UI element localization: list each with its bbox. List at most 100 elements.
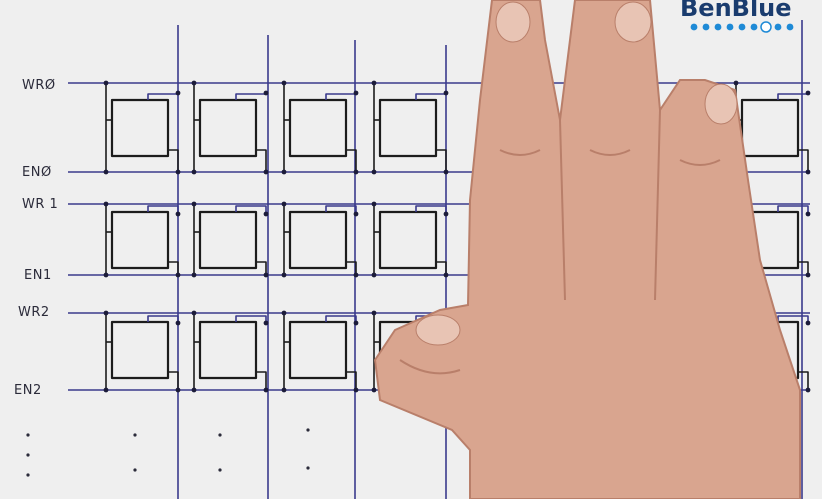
continuation-dots xyxy=(26,428,310,477)
junction-dot xyxy=(191,169,197,175)
data-stub xyxy=(415,205,447,214)
cell-box xyxy=(110,98,170,158)
memory-cell xyxy=(281,201,359,278)
finger-crease xyxy=(559,119,566,301)
junction-dot xyxy=(103,272,109,278)
dot xyxy=(26,473,30,477)
junction-dot xyxy=(805,387,811,393)
junction-dot xyxy=(175,272,181,278)
cell-box xyxy=(198,98,258,158)
junction-dot xyxy=(175,320,181,326)
junction-dot xyxy=(103,310,109,316)
cell-box xyxy=(110,320,170,380)
cell-stub xyxy=(436,149,447,172)
row-label-en0: ENØ xyxy=(22,165,52,180)
junction-dot xyxy=(191,387,197,393)
junction-dot xyxy=(353,387,359,393)
memory-cell xyxy=(281,80,359,175)
cell-stub xyxy=(798,149,809,172)
row-label-wr2: WR2 xyxy=(18,305,50,320)
junction-dot xyxy=(191,80,197,86)
dot xyxy=(133,433,137,437)
row-label-wr1: WR 1 xyxy=(22,197,58,212)
data-stub xyxy=(235,205,267,214)
cell-stub xyxy=(256,371,267,390)
cell-box xyxy=(740,98,800,158)
data-stub xyxy=(147,205,179,214)
junction-dot xyxy=(353,169,359,175)
hand-image xyxy=(373,0,801,499)
logo-dot xyxy=(786,23,794,31)
cell-box xyxy=(110,210,170,270)
junction-dot xyxy=(281,80,287,86)
cell-box xyxy=(378,210,438,270)
memory-cell xyxy=(191,310,269,393)
junction-dot xyxy=(103,169,109,175)
thumb-crease xyxy=(399,359,461,375)
junction-dot xyxy=(805,211,811,217)
junction-dot xyxy=(263,169,269,175)
junction-dot xyxy=(191,272,197,278)
junction-dot xyxy=(371,201,377,207)
junction-dot xyxy=(263,90,269,96)
memory-cell xyxy=(103,310,181,393)
memory-cell xyxy=(281,310,359,393)
hand-shape xyxy=(373,0,801,499)
junction-dot xyxy=(263,211,269,217)
junction-dot xyxy=(263,387,269,393)
junction-dot xyxy=(281,272,287,278)
data-stub xyxy=(777,205,809,214)
cell-stub xyxy=(168,371,179,390)
logo-dot xyxy=(738,23,746,31)
cell-box xyxy=(288,98,348,158)
junction-dot xyxy=(281,201,287,207)
cell-box xyxy=(198,210,258,270)
row-label-wr0: WRØ xyxy=(22,78,56,93)
cell-stub xyxy=(256,149,267,172)
row-label-en1: EN1 xyxy=(24,268,52,283)
logo-dot-lit xyxy=(760,21,772,33)
cell-stub xyxy=(346,261,357,275)
memory-cell xyxy=(191,201,269,278)
data-stub xyxy=(777,315,809,323)
logo-dot xyxy=(726,23,734,31)
junction-dot xyxy=(103,201,109,207)
dot xyxy=(133,468,137,472)
fingernail xyxy=(495,1,531,43)
junction-dot xyxy=(175,387,181,393)
logo-dot xyxy=(714,23,722,31)
logo-dots xyxy=(690,21,794,33)
thumbnail xyxy=(415,314,461,346)
finger-crease xyxy=(679,159,721,166)
row-labels: WRØ ENØ WR 1 EN1 WR2 EN2 xyxy=(14,78,58,398)
cell-box xyxy=(378,98,438,158)
junction-dot xyxy=(175,90,181,96)
memory-cell xyxy=(191,80,269,175)
channel-logo: BenBlue xyxy=(680,0,794,33)
junction-dot xyxy=(353,272,359,278)
dot xyxy=(26,433,30,437)
junction-dot xyxy=(103,387,109,393)
finger-crease xyxy=(654,109,661,301)
memory-cell xyxy=(371,201,449,278)
data-stub xyxy=(325,315,357,323)
junction-dot xyxy=(371,272,377,278)
cell-stub xyxy=(168,149,179,172)
dot xyxy=(306,466,310,470)
junction-dot xyxy=(805,169,811,175)
junction-dot xyxy=(371,310,377,316)
junction-dot xyxy=(805,320,811,326)
junction-dot xyxy=(371,169,377,175)
cell-stub xyxy=(168,261,179,275)
cell-stub xyxy=(436,261,447,275)
junction-dot xyxy=(443,272,449,278)
junction-dot xyxy=(353,320,359,326)
junction-dot xyxy=(371,80,377,86)
dot xyxy=(26,453,30,457)
fingernail xyxy=(704,83,738,125)
cell-stub xyxy=(798,261,809,275)
cell-stub xyxy=(346,371,357,390)
logo-dot xyxy=(750,23,758,31)
cell-box xyxy=(288,320,348,380)
junction-dot xyxy=(191,310,197,316)
